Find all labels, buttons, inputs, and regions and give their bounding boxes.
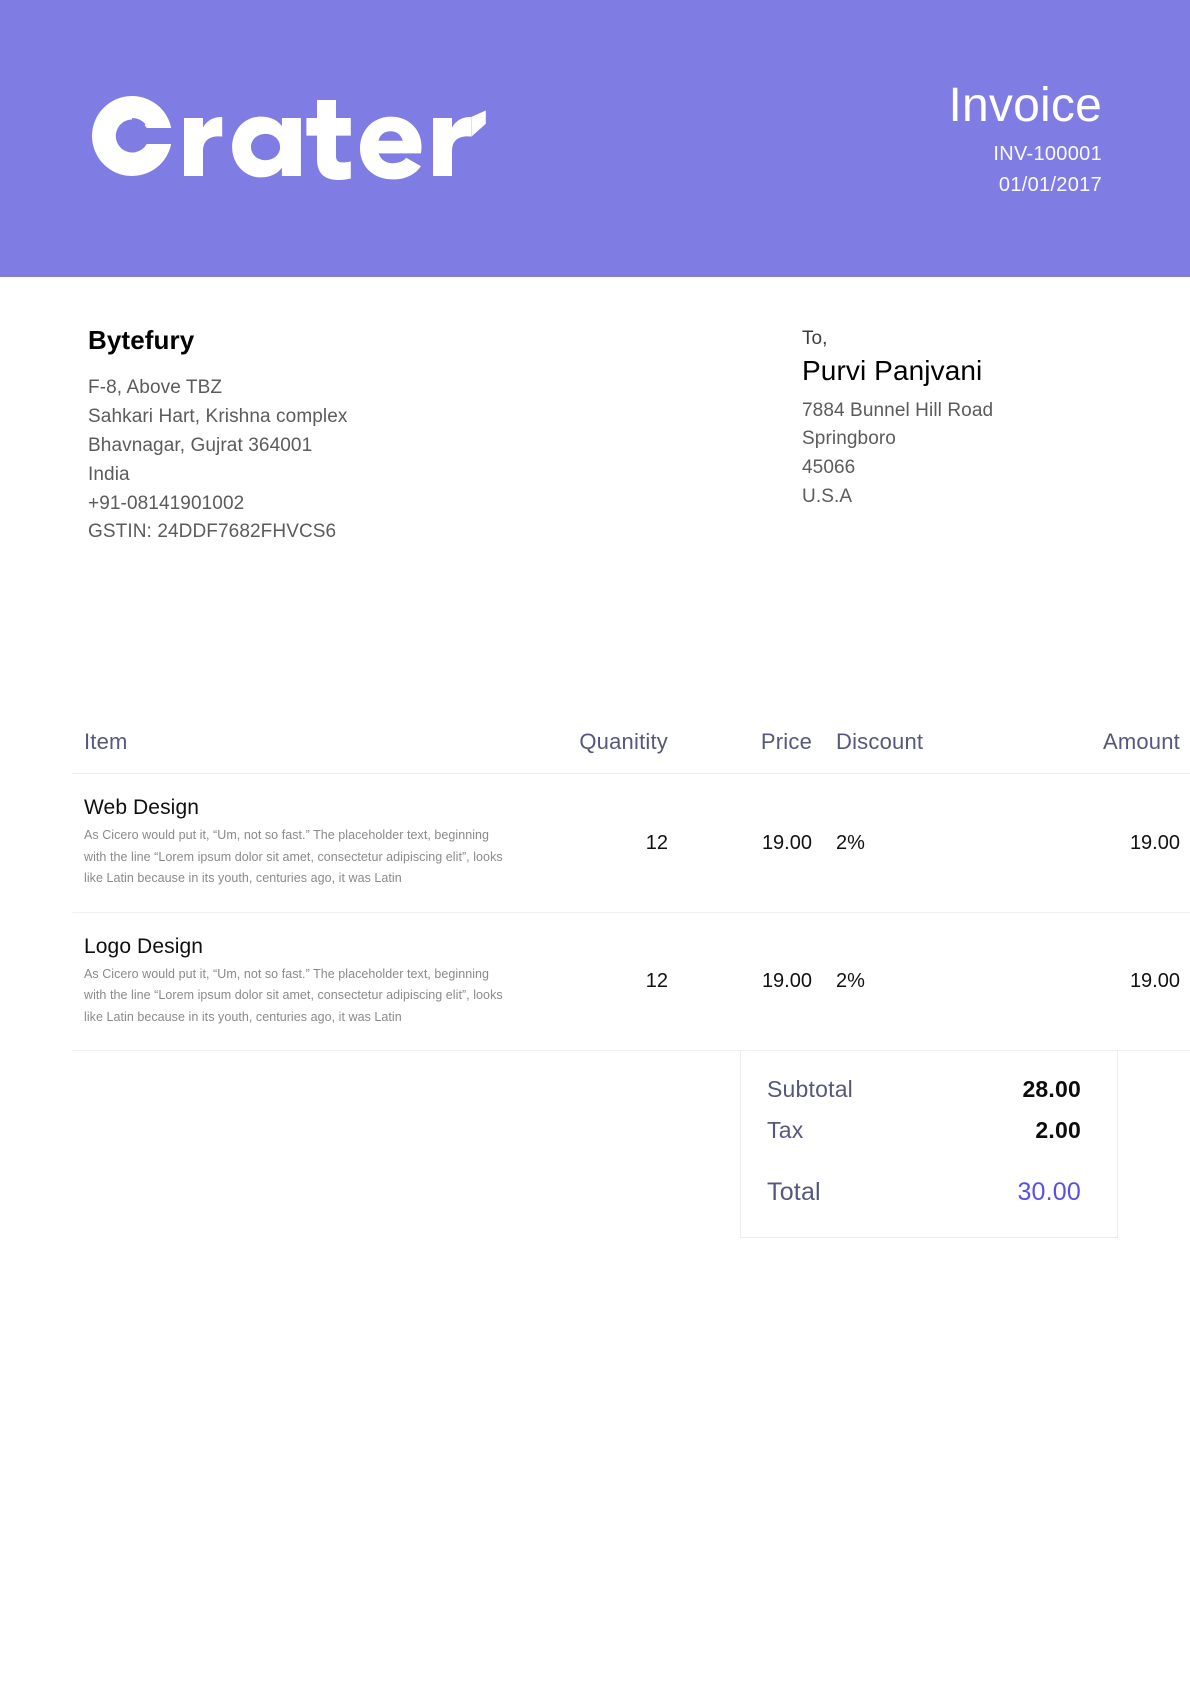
table-body: Web Design As Cicero would put it, “Um, …: [72, 773, 1190, 1052]
total-label: Total: [767, 1178, 821, 1207]
tax-value: 2.00: [1035, 1117, 1081, 1144]
item-amount: 19.00: [1008, 912, 1190, 1052]
invoice-meta: Invoice INV-100001 01/01/2017: [948, 78, 1103, 202]
recipient-postal-code: 45066: [802, 457, 856, 479]
to-label: To,: [802, 328, 828, 349]
column-header-quantity: Quanitity: [526, 729, 680, 775]
totals-wrap: Subtotal 28.00 Tax 2.00 Total 30.00: [0, 1050, 1190, 1239]
sender-address-line: F-8, Above TBZ: [88, 377, 223, 398]
item-price: 19.00: [680, 773, 824, 913]
sender-gstin: GSTIN: 24DDF7682FHVCS6: [88, 521, 337, 543]
column-header-amount: Amount: [1008, 729, 1190, 775]
sender-address-block: Bytefury F-8, Above TBZ Sahkari Hart, Kr…: [88, 325, 348, 547]
sender-address-line: Sahkari Hart, Krishna complex: [88, 405, 348, 427]
table-row: Web Design As Cicero would put it, “Um, …: [72, 773, 1190, 913]
sender-address-line: Bhavnagar, Gujrat 364001: [88, 434, 313, 456]
recipient-address-block: To, Purvi Panjvani 7884 Bunnel Hill Road…: [792, 325, 1102, 512]
tax-row: Tax 2.00: [767, 1117, 1081, 1144]
items-section: Item Quanitity Price Discount Amount Web…: [0, 729, 1190, 1052]
item-name: Logo Design: [84, 934, 204, 958]
invoice-date: 01/01/2017: [998, 174, 1102, 197]
recipient-country: U.S.A: [802, 486, 853, 508]
address-area: Bytefury F-8, Above TBZ Sahkari Hart, Kr…: [0, 277, 1190, 547]
item-cell: Web Design As Cicero would put it, “Um, …: [72, 773, 526, 913]
subtotal-value: 28.00: [1022, 1076, 1081, 1103]
table-row: Logo Design As Cicero would put it, “Um,…: [72, 912, 1190, 1052]
item-amount: 19.00: [1008, 773, 1190, 913]
item-quantity: 12: [526, 912, 680, 1052]
total-row: Total 30.00: [767, 1178, 1081, 1207]
tax-label: Tax: [767, 1117, 804, 1144]
sender-phone: +91-08141901002: [88, 492, 245, 514]
total-value: 30.00: [1017, 1178, 1081, 1207]
line-items-table: Item Quanitity Price Discount Amount Web…: [72, 729, 1190, 1052]
totals-panel: Subtotal 28.00 Tax 2.00 Total 30.00: [740, 1050, 1118, 1239]
column-header-price: Price: [680, 729, 824, 775]
recipient-name: Purvi Panjvani: [802, 354, 983, 386]
invoice-number: INV-100001: [993, 143, 1102, 166]
item-description: As Cicero would put it, “Um, not so fast…: [84, 828, 503, 886]
sender-address-line: India: [88, 463, 130, 485]
recipient-address-line: 7884 Bunnel Hill Road: [802, 399, 994, 421]
table-header-row: Item Quanitity Price Discount Amount: [72, 729, 1190, 775]
subtotal-label: Subtotal: [767, 1076, 853, 1103]
item-quantity: 12: [526, 773, 680, 913]
item-discount: 2%: [824, 773, 1008, 913]
item-discount: 2%: [824, 912, 1008, 1052]
column-header-discount: Discount: [824, 729, 1008, 775]
recipient-address-line: Springboro: [802, 428, 896, 450]
crater-logo-icon: [92, 95, 486, 180]
item-description: As Cicero would put it, “Um, not so fast…: [84, 966, 503, 1024]
column-header-item: Item: [72, 729, 526, 775]
crater-logo: [88, 88, 518, 184]
subtotal-row: Subtotal 28.00: [767, 1076, 1081, 1103]
item-name: Web Design: [84, 796, 200, 820]
invoice-header-band: Invoice INV-100001 01/01/2017: [0, 0, 1190, 277]
document-title: Invoice: [948, 78, 1102, 132]
item-price: 19.00: [680, 912, 824, 1052]
table-header: Item Quanitity Price Discount Amount: [72, 729, 1190, 775]
sender-name: Bytefury: [88, 325, 195, 355]
item-cell: Logo Design As Cicero would put it, “Um,…: [72, 912, 526, 1052]
